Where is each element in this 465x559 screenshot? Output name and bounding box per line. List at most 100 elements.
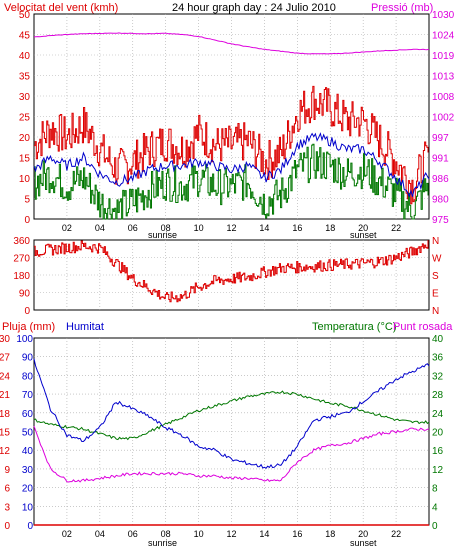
pressure-tick-label: 1013 bbox=[432, 72, 455, 83]
time-tick-label: 20 bbox=[358, 529, 368, 539]
temperature-tick-label: 24 bbox=[432, 409, 444, 420]
time-tick-label: 08 bbox=[161, 529, 171, 539]
rain-tick-label: 12 bbox=[0, 446, 10, 457]
time-tick-label: 06 bbox=[128, 529, 138, 539]
direction-tick-label: 360 bbox=[13, 236, 30, 247]
rain-tick-label: 21 bbox=[0, 390, 10, 401]
sunset-label-top: sunset bbox=[350, 230, 377, 240]
pressure-label: Pressió (mb) bbox=[371, 2, 433, 14]
rain-tick-label: 24 bbox=[0, 371, 10, 382]
humidity-tick-label: 40 bbox=[22, 446, 34, 457]
humidity-tick-label: 30 bbox=[22, 465, 34, 476]
time-tick-label: 12 bbox=[226, 529, 236, 539]
rain-tick-label: 30 bbox=[0, 334, 10, 345]
dewpoint-line bbox=[33, 425, 430, 483]
sunrise-label-bottom: sunrise bbox=[148, 538, 177, 548]
wind-tick-label: 45 bbox=[19, 31, 31, 42]
wind-tick-label: 0 bbox=[24, 215, 30, 226]
rain-tick-label: 9 bbox=[4, 465, 10, 476]
wind-low-line bbox=[34, 143, 429, 220]
time-tick-label: 10 bbox=[194, 529, 204, 539]
temperature-tick-label: 12 bbox=[432, 465, 444, 476]
humidity-tick-label: 50 bbox=[22, 428, 34, 439]
humidity-tick-label: 90 bbox=[22, 353, 34, 364]
wind-tick-label: 5 bbox=[24, 195, 30, 206]
sunset-label-bottom: sunset bbox=[350, 538, 377, 548]
compass-tick-label: W bbox=[432, 254, 442, 265]
temperature-tick-label: 36 bbox=[432, 353, 444, 364]
pressure-tick-label: 975 bbox=[432, 215, 449, 226]
pressure-tick-label: 1019 bbox=[432, 51, 455, 62]
wind-tick-label: 50 bbox=[19, 10, 31, 21]
temperature-tick-label: 16 bbox=[432, 446, 444, 457]
humidity-tick-label: 70 bbox=[22, 390, 34, 401]
pressure-tick-label: 1008 bbox=[432, 92, 455, 103]
time-tick-label: 10 bbox=[194, 223, 204, 233]
pressure-tick-label: 997 bbox=[432, 133, 449, 144]
time-tick-label: 02 bbox=[62, 223, 72, 233]
compass-tick-label: S bbox=[432, 271, 439, 282]
humidity-tick-label: 20 bbox=[22, 484, 34, 495]
humidity-tick-label: 80 bbox=[22, 371, 34, 382]
rain-label: Pluja (mm) bbox=[2, 321, 55, 333]
time-tick-label: 18 bbox=[325, 529, 335, 539]
direction-tick-label: 0 bbox=[24, 306, 30, 317]
rain-tick-label: 15 bbox=[0, 428, 10, 439]
wind-gust-line bbox=[34, 85, 429, 205]
time-tick-label: 14 bbox=[259, 529, 269, 539]
temperature-tick-label: 0 bbox=[432, 521, 438, 532]
pressure-tick-label: 991 bbox=[432, 154, 449, 165]
wind-tick-label: 20 bbox=[19, 133, 31, 144]
chart-title: 24 hour graph day : 24 Julio 2010 bbox=[172, 2, 336, 14]
rain-tick-label: 6 bbox=[4, 484, 10, 495]
time-tick-label: 22 bbox=[391, 223, 401, 233]
chart-dynamic-layer: 0510152025303540455097598098699199710021… bbox=[0, 10, 455, 539]
temperature-tick-label: 8 bbox=[432, 484, 438, 495]
temperature-label: Temperatura (°C) bbox=[312, 321, 396, 333]
sunrise-label-top: sunrise bbox=[148, 230, 177, 240]
time-tick-label: 04 bbox=[95, 223, 105, 233]
rain-tick-label: 27 bbox=[0, 353, 10, 364]
humidity-line bbox=[33, 358, 430, 469]
compass-tick-label: N bbox=[432, 306, 439, 317]
direction-tick-label: 180 bbox=[13, 271, 30, 282]
compass-tick-label: E bbox=[432, 289, 439, 300]
temperature-line bbox=[33, 390, 430, 441]
time-tick-label: 14 bbox=[259, 223, 269, 233]
rain-tick-label: 18 bbox=[0, 409, 10, 420]
time-tick-label: 06 bbox=[128, 223, 138, 233]
wind-tick-label: 25 bbox=[19, 113, 31, 124]
direction-tick-label: 90 bbox=[19, 289, 31, 300]
pressure-line bbox=[33, 32, 430, 55]
compass-tick-label: N bbox=[432, 236, 439, 247]
wind-tick-label: 40 bbox=[19, 51, 31, 62]
humidity-label: Humitat bbox=[66, 321, 104, 333]
time-tick-label: 18 bbox=[325, 223, 335, 233]
time-tick-label: 16 bbox=[292, 223, 302, 233]
wind-speed-label: Velocitat del vent (kmh) bbox=[4, 2, 118, 14]
rain-tick-label: 0 bbox=[4, 521, 10, 532]
wind-tick-label: 30 bbox=[19, 92, 31, 103]
pressure-tick-label: 1002 bbox=[432, 113, 455, 124]
wind-tick-label: 15 bbox=[19, 154, 31, 165]
wind-direction-line bbox=[34, 240, 429, 303]
pressure-tick-label: 980 bbox=[432, 195, 449, 206]
temperature-tick-label: 40 bbox=[432, 334, 444, 345]
humidity-tick-label: 0 bbox=[27, 521, 33, 532]
temperature-tick-label: 32 bbox=[432, 371, 444, 382]
dewpoint-label: Punt rosada bbox=[393, 321, 453, 333]
time-tick-label: 02 bbox=[62, 529, 72, 539]
direction-tick-label: 270 bbox=[13, 254, 30, 265]
wind-tick-label: 35 bbox=[19, 72, 31, 83]
temperature-tick-label: 20 bbox=[432, 428, 444, 439]
time-tick-label: 16 bbox=[292, 529, 302, 539]
time-tick-label: 20 bbox=[358, 223, 368, 233]
time-tick-label: 12 bbox=[226, 223, 236, 233]
time-tick-label: 22 bbox=[391, 529, 401, 539]
time-tick-label: 08 bbox=[161, 223, 171, 233]
wind-average-line bbox=[33, 132, 430, 198]
rain-tick-label: 3 bbox=[4, 502, 10, 513]
humidity-tick-label: 10 bbox=[22, 502, 34, 513]
pressure-tick-label: 1024 bbox=[432, 31, 455, 42]
